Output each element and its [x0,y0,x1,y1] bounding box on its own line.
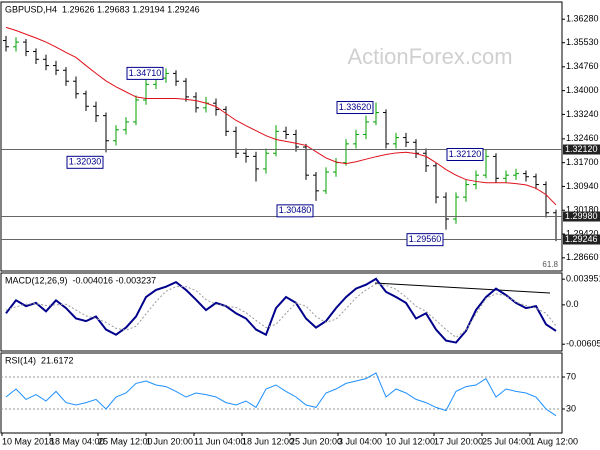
panel-frame [0,272,563,352]
panel-title: RSI(14) [5,355,36,365]
y-tick-label: 1.33240 [566,109,599,119]
x-tick-label: 25 Jul 04:00 [482,436,531,446]
panel-title: MACD(12,26,9) [5,275,68,285]
annotation-label: 1.33620 [339,102,372,112]
x-tick-label: 25 May 12:00 [98,436,153,446]
panel-readout: -0.004016 -0.003237 [73,275,157,285]
watermark: ActionForex.com [347,44,512,69]
annotation-label: 1.29560 [409,234,442,244]
annotation-box [66,155,104,169]
y-tick-label: 0.0 [566,299,579,309]
annotation-label: 1.34710 [129,68,162,78]
y-tick-label: 1.35530 [566,37,599,47]
x-tick-label: 10 Jul 12:00 [386,436,435,446]
y-tick-label: 1.32460 [566,133,599,143]
y-tick-label: 1.30180 [566,205,599,215]
panel-frame [0,352,563,434]
level-badge [563,211,600,222]
y-tick-label: 70 [566,371,576,381]
annotation-box [446,147,484,161]
y-tick-label: 0.003951 [566,274,600,284]
x-tick-label: 18 Jun 12:00 [242,436,294,446]
rsi-line [5,372,557,417]
annotation-label: 1.32030 [69,157,102,167]
x-tick-label: 10 May 2018 [2,436,54,446]
x-tick-label: 17 Jul 20:00 [434,436,483,446]
y-tick-label: 1.30940 [566,181,599,191]
y-tick-label: -0.006055 [566,339,600,349]
panel-readout: 1.29626 1.29683 1.29194 1.29246 [62,4,200,14]
x-tick-label: 11 Jun 04:00 [194,436,245,446]
x-tick-label: 3 Jul 04:00 [338,436,382,446]
level-label: 1.29246 [565,234,598,244]
level-badge [563,144,600,155]
y-tick-label: 1.28660 [566,252,599,262]
y-tick-label: 1.29420 [566,228,599,238]
annotation-box [406,233,444,247]
annotation-label: 1.32120 [449,149,482,159]
note: 61.8 [542,260,558,269]
annotation-box [126,66,164,80]
annotation-box [336,101,374,115]
level-label: 1.29980 [565,211,598,221]
annotation-label: 1.30480 [279,205,312,215]
y-tick-label: 1.31700 [566,157,599,167]
y-tick-label: 1.34760 [566,61,599,71]
level-badge [563,234,600,245]
macd-line [5,283,557,338]
panel-frame [0,1,563,272]
y-tick-label: 1.36280 [566,14,599,24]
panel-readout: 21.6172 [41,355,74,365]
y-tick-label: 1.34000 [566,85,599,95]
x-tick-label: 1 Jun 20:00 [146,436,193,446]
x-tick-label: 1 Aug 12:00 [530,436,578,446]
trend-line [374,282,551,294]
panel-title: GBPUSD,H4 [5,4,57,14]
annotation-box [276,204,314,218]
y-tick-label: 30 [566,403,576,413]
x-tick-label: 25 Jun 20:00 [290,436,342,446]
moving-average [5,26,557,206]
level-label: 1.32120 [565,144,598,154]
x-tick-label: 18 May 04:00 [50,436,105,446]
